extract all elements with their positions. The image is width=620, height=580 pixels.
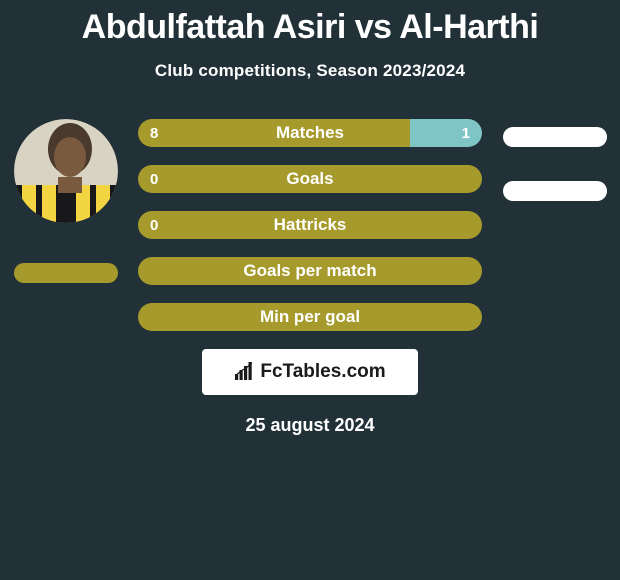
stat-bar: Hattricks0 xyxy=(138,211,482,239)
page-subtitle: Club competitions, Season 2023/2024 xyxy=(0,61,620,81)
page-title: Abdulfattah Asiri vs Al-Harthi xyxy=(0,0,620,47)
logo-text: FcTables.com xyxy=(260,361,385,383)
stat-bar-left-value: 0 xyxy=(138,165,170,193)
comparison-content: Matches81Goals0Hattricks0Goals per match… xyxy=(0,119,620,436)
stat-bar: Min per goal xyxy=(138,303,482,331)
stat-bar: Goals per match xyxy=(138,257,482,285)
fctables-logo: FcTables.com xyxy=(202,349,418,395)
player-left-column xyxy=(8,119,123,283)
stat-bar-left-value: 8 xyxy=(138,119,170,147)
stat-bar-left-segment xyxy=(138,303,482,331)
comparison-bars: Matches81Goals0Hattricks0Goals per match… xyxy=(138,119,482,331)
snapshot-date: 25 august 2024 xyxy=(0,415,620,436)
stat-bar-left-segment xyxy=(138,119,410,147)
player-left-name-pill xyxy=(14,263,118,283)
stat-bar-left-value: 0 xyxy=(138,211,170,239)
stat-bar-left-segment xyxy=(138,257,482,285)
stat-bar: Matches81 xyxy=(138,119,482,147)
player-right-name-pill-2 xyxy=(503,181,607,201)
stat-bar: Goals0 xyxy=(138,165,482,193)
chart-bars-icon xyxy=(234,362,256,382)
player-right-column xyxy=(497,119,612,201)
player-right-name-pill xyxy=(503,127,607,147)
stat-bar-left-segment xyxy=(138,211,482,239)
stat-bar-left-segment xyxy=(138,165,482,193)
stat-bar-right-value: 1 xyxy=(450,119,482,147)
player-left-avatar xyxy=(14,119,118,223)
